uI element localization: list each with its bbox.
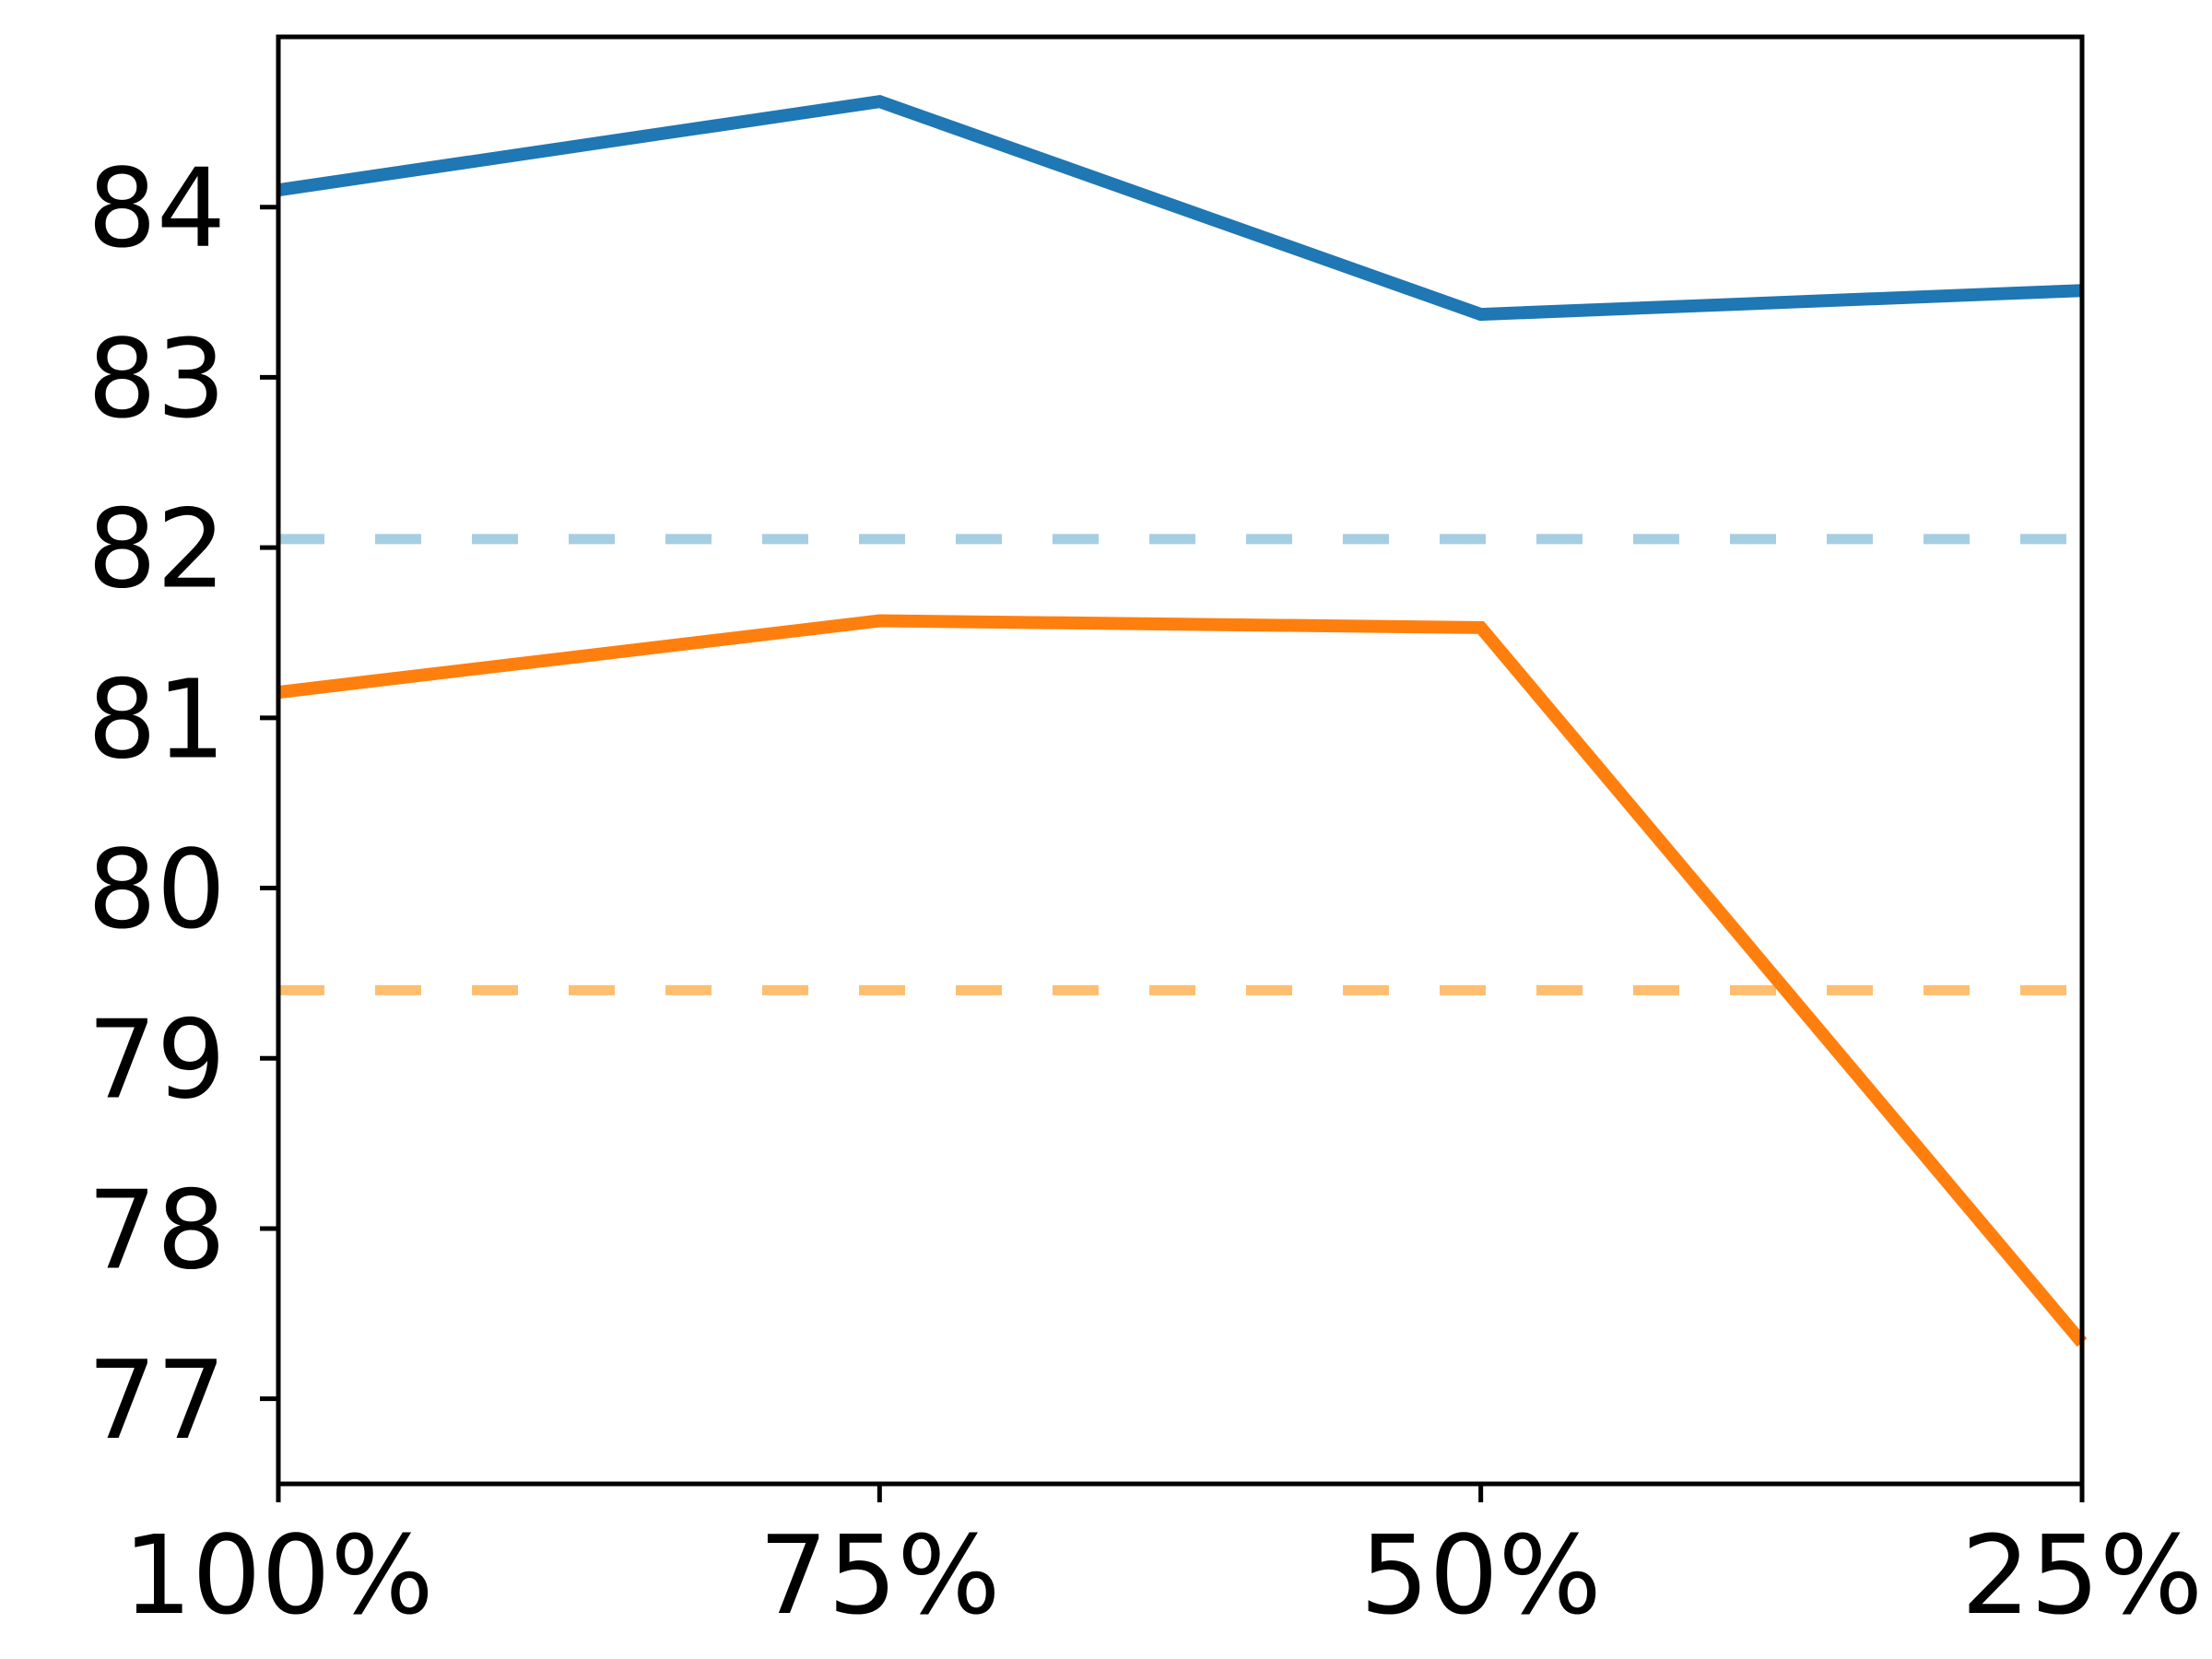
- x-axis-tick-label: 75%: [759, 1512, 1000, 1639]
- y-axis-tick-label: 82: [88, 486, 226, 613]
- blue-solid-series: [276, 95, 2083, 322]
- plot-border: [276, 34, 2085, 1487]
- y-axis-tick-label: 80: [88, 826, 226, 953]
- y-axis-tick-label: 78: [88, 1166, 226, 1293]
- x-axis-tick-label: 25%: [1961, 1512, 2203, 1639]
- y-axis-tick-label: 83: [88, 315, 226, 442]
- y-axis-tick-label: 84: [88, 145, 226, 272]
- x-axis-tick-label: 50%: [1360, 1512, 1602, 1639]
- orange-solid-series: [277, 614, 2088, 1347]
- y-axis-tick-label: 77: [88, 1336, 226, 1464]
- y-axis-tick-label: 81: [88, 655, 226, 782]
- y-axis-tick-label: 79: [88, 996, 226, 1124]
- x-axis-tick-label: 100%: [123, 1512, 433, 1639]
